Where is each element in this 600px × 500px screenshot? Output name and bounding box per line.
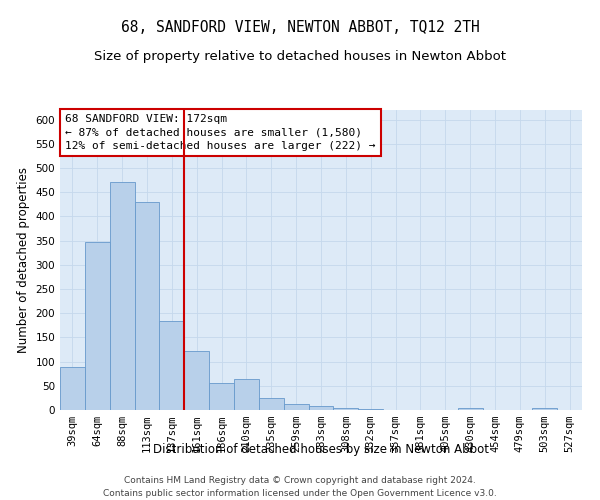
Bar <box>334 408 358 410</box>
Bar <box>259 398 284 410</box>
Text: Size of property relative to detached houses in Newton Abbot: Size of property relative to detached ho… <box>94 50 506 63</box>
Text: Distribution of detached houses by size in Newton Abbot: Distribution of detached houses by size … <box>153 442 489 456</box>
Bar <box>184 351 209 410</box>
Text: 68 SANDFORD VIEW: 172sqm
← 87% of detached houses are smaller (1,580)
12% of sem: 68 SANDFORD VIEW: 172sqm ← 87% of detach… <box>65 114 376 151</box>
Text: Contains HM Land Registry data © Crown copyright and database right 2024.
Contai: Contains HM Land Registry data © Crown c… <box>103 476 497 498</box>
Text: 68, SANDFORD VIEW, NEWTON ABBOT, TQ12 2TH: 68, SANDFORD VIEW, NEWTON ABBOT, TQ12 2T… <box>121 20 479 35</box>
Bar <box>85 242 110 410</box>
Bar <box>209 384 234 410</box>
Bar <box>458 408 482 410</box>
Bar <box>60 368 85 410</box>
Bar <box>532 408 557 410</box>
Bar <box>308 406 334 410</box>
Bar <box>234 378 259 410</box>
Bar <box>284 404 308 410</box>
Y-axis label: Number of detached properties: Number of detached properties <box>17 167 30 353</box>
Bar <box>134 202 160 410</box>
Bar <box>358 409 383 410</box>
Bar <box>160 322 184 410</box>
Bar <box>110 182 134 410</box>
